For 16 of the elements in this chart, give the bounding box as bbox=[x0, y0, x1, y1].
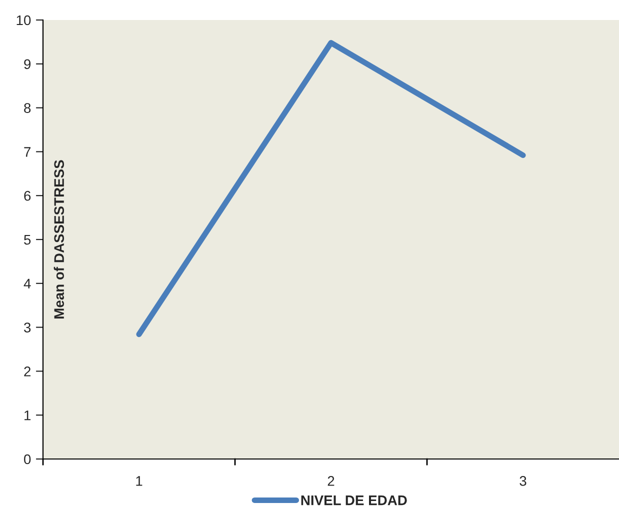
y-tick-label: 6 bbox=[24, 190, 31, 201]
y-tick-label: 5 bbox=[24, 234, 31, 245]
y-tick-label: 10 bbox=[16, 15, 31, 26]
x-tick-label: 1 bbox=[136, 476, 142, 486]
legend-label: NIVEL DE EDAD bbox=[301, 496, 407, 506]
y-tick-label: 0 bbox=[24, 454, 31, 464]
y-tick-label: 3 bbox=[24, 322, 31, 332]
y-tick-label: 2 bbox=[24, 366, 30, 376]
x-tick-label: 3 bbox=[520, 476, 526, 486]
y-tick-label: 7 bbox=[24, 147, 30, 157]
y-tick-label: 9 bbox=[24, 59, 31, 70]
y-tick-label: 8 bbox=[24, 103, 31, 113]
y-axis-title: Mean of DASSESTRESS bbox=[54, 160, 64, 318]
x-tick-label: 2 bbox=[328, 476, 334, 486]
y-tick-label: 4 bbox=[24, 278, 31, 288]
y-tick-label: 1 bbox=[24, 410, 31, 420]
